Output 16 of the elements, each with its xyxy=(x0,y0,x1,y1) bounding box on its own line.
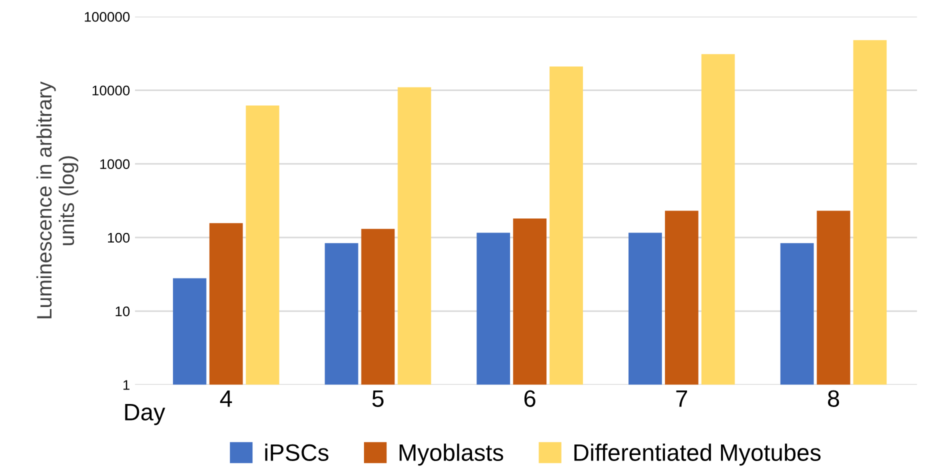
y-tick-label: 10000 xyxy=(92,86,130,96)
y-tick-label: 10 xyxy=(116,306,130,316)
x-tick-label: 4 xyxy=(220,390,232,407)
y-axis-title: Luminescence in arbitrary units (log) xyxy=(36,81,78,318)
x-tick-label: 5 xyxy=(372,390,384,407)
x-axis-title: Day xyxy=(125,404,166,426)
legend-label: Differentiated Myotubes xyxy=(574,444,821,466)
y-tick-label: 1 xyxy=(123,380,130,390)
y-tick-label: 100000 xyxy=(84,12,130,22)
x-tick-label: 6 xyxy=(524,390,536,407)
legend-label: iPSCs xyxy=(265,444,328,461)
legend-label: Myoblasts xyxy=(400,444,504,466)
x-tick-label: 8 xyxy=(828,390,840,407)
x-tick-label: 7 xyxy=(676,390,688,407)
y-tick-label: 100 xyxy=(108,232,130,243)
y-tick-label: 1000 xyxy=(100,159,130,170)
